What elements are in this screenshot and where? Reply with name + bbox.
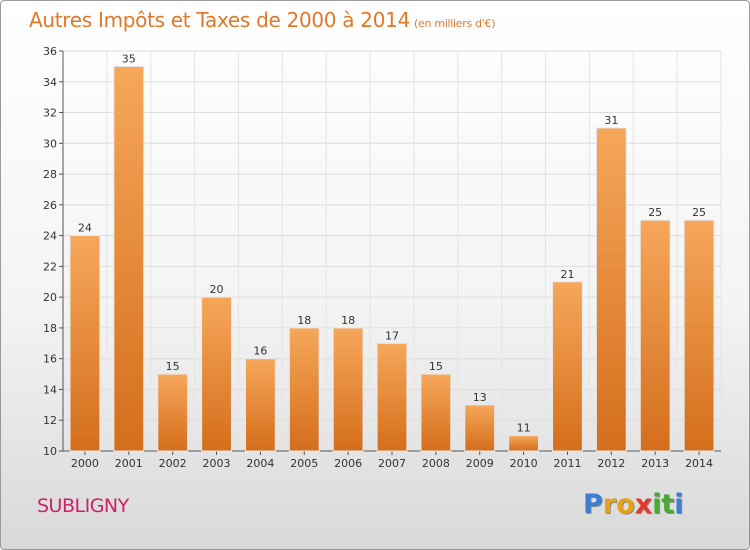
x-tick-label-2011: 2011 (553, 457, 581, 470)
value-label-2005: 18 (297, 314, 311, 327)
x-tick-label-2007: 2007 (378, 457, 406, 470)
bar-2009 (464, 404, 496, 452)
x-tick-label-2004: 2004 (246, 457, 274, 470)
x-tick-label-2014: 2014 (685, 457, 713, 470)
y-tick-label: 12 (43, 414, 57, 427)
value-label-2013: 25 (648, 206, 662, 219)
x-tick-label-2000: 2000 (71, 457, 99, 470)
y-tick-label: 24 (43, 230, 57, 243)
y-tick-label: 20 (43, 291, 57, 304)
logo-letter: i (674, 489, 684, 520)
y-tick-label: 14 (43, 383, 57, 396)
bar-2002 (157, 373, 189, 452)
bar-2007 (376, 342, 408, 452)
value-label-2014: 25 (692, 206, 706, 219)
y-tick-label: 28 (43, 168, 57, 181)
bar-2014 (683, 219, 715, 452)
x-tick-label-2003: 2003 (203, 457, 231, 470)
y-axis-ticks: 10 12 14 16 18 20 22 24 26 28 30 32 34 36 (43, 45, 57, 458)
value-label-2009: 13 (473, 391, 487, 404)
y-tick-label: 18 (43, 322, 57, 335)
value-label-2000: 24 (78, 222, 92, 235)
logo-letter: r (602, 489, 617, 520)
bar-2012 (595, 127, 627, 452)
y-tick-label: 10 (43, 445, 57, 458)
x-tick-label-2002: 2002 (159, 457, 187, 470)
bar-2001 (113, 65, 145, 452)
x-tick-label-2012: 2012 (597, 457, 625, 470)
value-label-2010: 11 (517, 422, 531, 435)
x-axis-ticks: 2000 2001 2002 2003 2004 2005 2006 2007 2008 2009… (71, 457, 713, 470)
value-label-2001: 35 (122, 52, 136, 65)
x-tick-label-2006: 2006 (334, 457, 362, 470)
bar-2006 (332, 327, 364, 452)
y-tick-label: 22 (43, 260, 57, 273)
title-unit: (en milliers d'€) (414, 17, 496, 30)
bar-2011 (552, 281, 583, 452)
logo-letter: t (661, 489, 675, 520)
value-label-2003: 20 (210, 283, 224, 296)
y-tick-label: 32 (43, 107, 57, 120)
y-tick-label: 26 (43, 199, 57, 212)
x-tick-label-2005: 2005 (290, 457, 318, 470)
bar-2003 (201, 296, 232, 452)
logo-letter: i (652, 489, 662, 520)
x-tick-label-2008: 2008 (422, 457, 450, 470)
x-tick-label-2013: 2013 (641, 457, 669, 470)
value-labels: 24 35 15 20 16 18 18 17 15 13 11 21 31 25 25 (78, 52, 706, 434)
bar-2008 (420, 373, 452, 452)
logo-letter: P (583, 489, 603, 520)
y-tick-label: 36 (43, 45, 57, 58)
bar-2005 (288, 327, 320, 452)
value-label-2002: 15 (166, 360, 180, 373)
y-tick-label: 34 (43, 76, 57, 89)
x-tick-label-2009: 2009 (466, 457, 494, 470)
y-tick-label: 30 (43, 137, 57, 150)
y-tick-label: 16 (43, 353, 57, 366)
proxiti-logo: Proxiti (583, 489, 684, 520)
value-label-2011: 21 (560, 268, 574, 281)
value-label-2008: 15 (429, 360, 443, 373)
logo-letter: x (634, 489, 653, 520)
value-label-2012: 31 (604, 114, 618, 127)
value-label-2004: 16 (253, 345, 267, 358)
x-tick-label-2001: 2001 (115, 457, 143, 470)
bar-2010 (508, 435, 540, 452)
bar-2004 (244, 358, 276, 452)
value-label-2006: 18 (341, 314, 355, 327)
bar-2013 (639, 219, 671, 452)
logo-letter: o (616, 489, 635, 520)
commune-name: SUBLIGNY (37, 495, 129, 517)
value-label-2007: 17 (385, 329, 399, 342)
bar-2000 (69, 235, 101, 452)
title-text: Autres Impôts et Taxes de 2000 à 2014 (29, 8, 410, 32)
chart-title: Autres Impôts et Taxes de 2000 à 2014 (en… (29, 8, 495, 32)
bars (69, 65, 715, 452)
x-tick-label-2010: 2010 (510, 457, 538, 470)
